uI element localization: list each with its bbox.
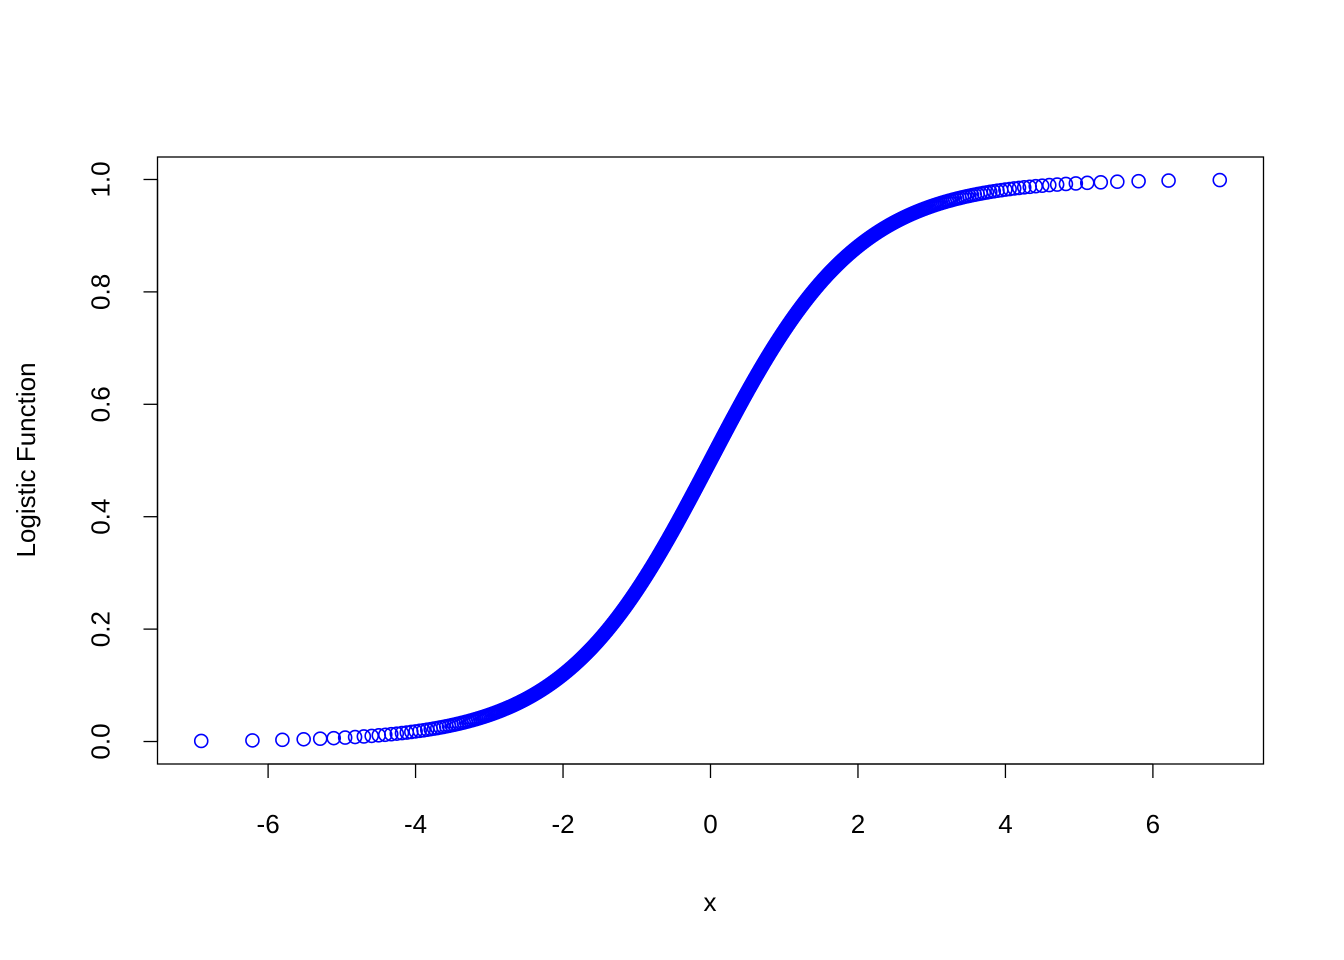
data-point [389,726,405,741]
data-point [193,733,209,749]
data-point [394,725,410,741]
x-axis-title: x [704,887,717,917]
y-axis: 0.0 0.2 0.4 0.6 0.8 1.0 [86,161,159,760]
data-point [356,729,372,744]
data-point [1016,180,1032,195]
data-point [347,729,363,745]
y-tick-label: 0.4 [86,499,116,535]
data-point [1006,181,1022,196]
data-point [245,733,260,748]
data-point [1110,174,1125,190]
y-tick-label: 0.6 [86,386,116,422]
y-tick-label: 0.0 [86,723,116,759]
data-point [1049,177,1065,192]
data-points [193,172,1228,749]
x-tick-label: -4 [404,809,427,839]
data-point [1093,174,1109,190]
data-point [1034,178,1050,193]
data-point [377,727,393,743]
data-point [1002,181,1017,197]
x-tick-label: 0 [703,809,717,839]
x-tick-label: 4 [998,809,1012,839]
data-point [383,726,399,742]
data-point [1212,172,1228,188]
y-tick-label: 1.0 [86,161,116,197]
data-point [1131,173,1146,189]
y-axis-title: Logistic Function [11,362,41,557]
data-point [326,730,342,746]
x-tick-label: 2 [851,809,865,839]
data-point [337,730,353,745]
data-point [296,731,311,747]
data-point [1161,173,1176,188]
data-point [275,732,290,748]
y-tick-label: 0.8 [86,274,116,310]
x-tick-label: -6 [257,809,280,839]
data-point [1042,177,1057,193]
data-point [998,182,1013,197]
x-tick-label: -2 [551,809,574,839]
x-axis: -6 -4 -2 0 2 4 6 [257,763,1160,839]
y-tick-label: 0.2 [86,611,116,647]
x-tick-label: 6 [1146,809,1160,839]
data-point [1068,176,1084,191]
data-point [1058,176,1074,192]
data-point [312,731,328,747]
data-point [1011,180,1027,196]
